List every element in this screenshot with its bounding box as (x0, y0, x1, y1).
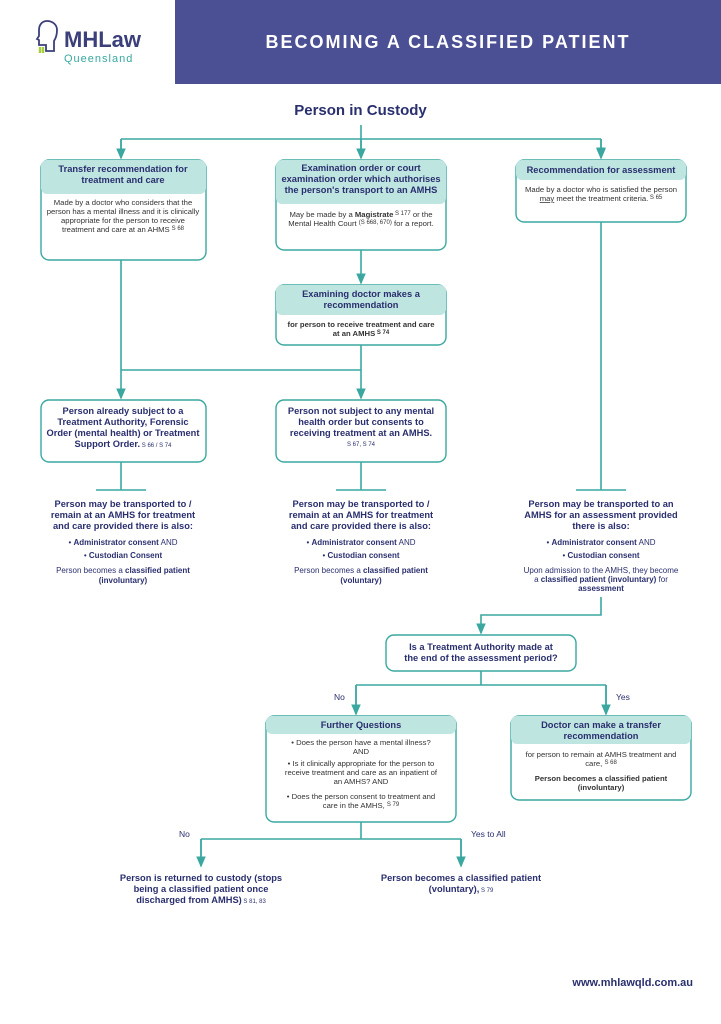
svg-text:Person becomes a classified pa: Person becomes a classified patient(volu… (380, 873, 540, 894)
svg-text:(voluntary): (voluntary) (340, 576, 382, 585)
label-no: No (334, 692, 345, 702)
svg-text:• Custodian consent: • Custodian consent (322, 551, 399, 560)
section-transport-voluntary: Person may be transported to /remain at … (288, 499, 432, 585)
banner: BECOMING A CLASSIFIED PATIENT (175, 0, 721, 84)
logo-icon (34, 19, 60, 53)
svg-text:Person becomes a classified pa: Person becomes a classified patient (56, 566, 190, 575)
node-examining-doctor: Examining doctor makes arecommendation f… (276, 285, 446, 345)
label-yes-all: Yes to All (471, 829, 506, 839)
node-further-questions: Further Questions • Does the person have… (266, 716, 456, 822)
label-no-2: No (179, 829, 190, 839)
svg-text:Is a Treatment Authority made: Is a Treatment Authority made atthe end … (404, 642, 558, 663)
svg-text:Person may be transported to a: Person may be transported to anAMHS for … (524, 499, 678, 531)
footer-url: www.mhlawqld.com.au (0, 977, 721, 1003)
flow-title: Person in Custody (24, 102, 697, 119)
outcome-voluntary: Person becomes a classified patient(volu… (380, 873, 540, 894)
banner-title: BECOMING A CLASSIFIED PATIENT (265, 32, 630, 53)
flowchart: Transfer recommendation fortreatment and… (26, 125, 696, 965)
svg-text:(involuntary): (involuntary) (98, 576, 147, 585)
header: MHLaw Queensland BECOMING A CLASSIFIED P… (0, 0, 721, 84)
svg-text:Upon admission to the AMHS, th: Upon admission to the AMHS, they becomea… (523, 566, 678, 593)
outcome-returned-custody: Person is returned to custody (stopsbein… (119, 873, 281, 905)
node-already-subject: Person already subject to aTreatment Aut… (41, 400, 206, 462)
svg-text:Recommendation for assessment: Recommendation for assessment (526, 165, 675, 175)
node-recommendation-assessment: Recommendation for assessment Made by a … (516, 160, 686, 222)
svg-text:Further Questions: Further Questions (320, 720, 401, 730)
node-doctor-transfer: Doctor can make a transferrecommendation… (511, 716, 691, 800)
main: Person in Custody Transfer recommendatio… (0, 84, 721, 977)
node-treatment-authority-q: Is a Treatment Authority made atthe end … (386, 635, 576, 671)
svg-text:Examination order or courtexam: Examination order or courtexamination or… (281, 163, 440, 195)
svg-text:• Administrator consent AND: • Administrator consent AND (68, 538, 177, 547)
svg-text:Person may be transported to /: Person may be transported to /remain at … (50, 499, 194, 531)
logo-subtext: Queensland (64, 53, 133, 65)
section-transport-assessment: Person may be transported to anAMHS for … (523, 499, 678, 593)
node-examination-order: Examination order or courtexamination or… (276, 160, 446, 250)
svg-text:Person becomes a classified pa: Person becomes a classified patient (294, 566, 428, 575)
section-transport-involuntary: Person may be transported to /remain at … (50, 499, 194, 585)
svg-text:Person is returned to custody: Person is returned to custody (stopsbein… (119, 873, 281, 905)
svg-text:Person may be transported to /: Person may be transported to /remain at … (288, 499, 432, 531)
node-not-subject: Person not subject to any mentalhealth o… (276, 400, 446, 462)
svg-text:• Custodian consent: • Custodian consent (562, 551, 639, 560)
svg-text:• Custodian Consent: • Custodian Consent (83, 551, 162, 560)
svg-text:• Administrator consent AND: • Administrator consent AND (546, 538, 655, 547)
label-yes: Yes (616, 692, 630, 702)
svg-text:• Administrator consent AND: • Administrator consent AND (306, 538, 415, 547)
svg-text:Made by a doctor who considers: Made by a doctor who considers that thep… (46, 198, 199, 234)
logo-area: MHLaw Queensland (0, 0, 175, 84)
node-transfer-recommendation: Transfer recommendation fortreatment and… (41, 160, 206, 260)
logo-text: MHLaw (64, 27, 141, 53)
